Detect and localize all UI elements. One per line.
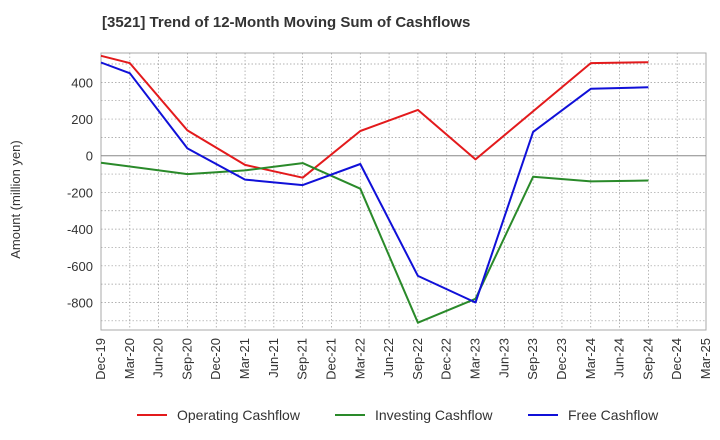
chart-title: [3521] Trend of 12-Month Moving Sum of C… <box>102 14 471 31</box>
x-tick-label: Mar-21 <box>237 338 252 379</box>
x-tick-label: Mar-22 <box>352 338 367 379</box>
x-tick-label: Dec-22 <box>439 338 454 380</box>
legend-swatch <box>335 414 365 416</box>
x-tick-label: Sep-22 <box>410 338 425 380</box>
series-line-operating-cashflow <box>100 54 649 179</box>
x-tick-label: Jun-20 <box>151 338 166 378</box>
x-tick-label: Sep-24 <box>640 338 655 380</box>
y-tick-label: -600 <box>67 259 93 274</box>
y-tick-label: -200 <box>67 185 93 200</box>
x-tick-label: Sep-23 <box>525 338 540 380</box>
legend-label: Free Cashflow <box>568 407 659 423</box>
x-tick-label: Dec-19 <box>93 338 108 380</box>
y-tick-label: -400 <box>67 222 93 237</box>
y-axis-label: Amount (million yen) <box>8 140 23 259</box>
y-tick-label: -800 <box>67 295 93 310</box>
x-tick-label: Jun-24 <box>612 338 627 378</box>
y-tick-label: 0 <box>86 149 93 164</box>
legend-label: Investing Cashflow <box>375 407 493 423</box>
y-tick-label: 400 <box>71 75 93 90</box>
legend-swatch <box>528 414 558 416</box>
x-tick-label: Sep-20 <box>179 338 194 380</box>
x-tick-label: Mar-25 <box>698 338 713 379</box>
x-tick-label: Dec-21 <box>323 338 338 380</box>
x-tick-label: Mar-24 <box>583 338 598 379</box>
x-tick-label: Dec-20 <box>208 338 223 380</box>
legend: Operating Cashflow Investing Cashflow Free… <box>0 404 720 426</box>
legend-swatch <box>137 414 167 416</box>
x-tick-label: Dec-24 <box>669 338 684 380</box>
series-line-free-cashflow <box>100 61 649 304</box>
legend-item: Investing Cashflow <box>335 404 493 426</box>
legend-item: Free Cashflow <box>528 404 658 426</box>
series-line-investing-cashflow <box>100 161 649 324</box>
x-tick-label: Jun-22 <box>381 338 396 378</box>
x-tick-label: Sep-21 <box>295 338 310 380</box>
x-tick-label: Dec-23 <box>554 338 569 380</box>
x-tick-label: Mar-23 <box>468 338 483 379</box>
x-tick-label: Mar-20 <box>122 338 137 379</box>
x-tick-label: Jun-23 <box>496 338 511 378</box>
legend-item: Operating Cashflow <box>137 404 300 426</box>
x-tick-label: Jun-21 <box>266 338 281 378</box>
legend-label: Operating Cashflow <box>177 407 300 423</box>
y-tick-label: 200 <box>71 112 93 127</box>
